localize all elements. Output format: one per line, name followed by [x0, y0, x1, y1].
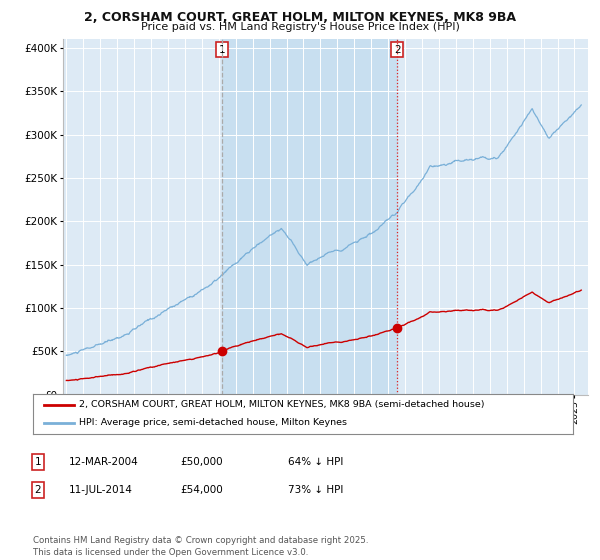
Text: 12-MAR-2004: 12-MAR-2004 — [69, 457, 139, 467]
Text: 2: 2 — [394, 45, 401, 54]
Text: 73% ↓ HPI: 73% ↓ HPI — [288, 485, 343, 495]
Text: Contains HM Land Registry data © Crown copyright and database right 2025.
This d: Contains HM Land Registry data © Crown c… — [33, 536, 368, 557]
Text: 64% ↓ HPI: 64% ↓ HPI — [288, 457, 343, 467]
Text: 2, CORSHAM COURT, GREAT HOLM, MILTON KEYNES, MK8 9BA (semi-detached house): 2, CORSHAM COURT, GREAT HOLM, MILTON KEY… — [79, 400, 484, 409]
Text: 11-JUL-2014: 11-JUL-2014 — [69, 485, 133, 495]
Text: £54,000: £54,000 — [180, 485, 223, 495]
Text: £50,000: £50,000 — [180, 457, 223, 467]
Text: 2, CORSHAM COURT, GREAT HOLM, MILTON KEYNES, MK8 9BA: 2, CORSHAM COURT, GREAT HOLM, MILTON KEY… — [84, 11, 516, 24]
Text: 2: 2 — [34, 485, 41, 495]
Text: HPI: Average price, semi-detached house, Milton Keynes: HPI: Average price, semi-detached house,… — [79, 418, 347, 427]
Text: 1: 1 — [219, 45, 226, 54]
Bar — [222, 39, 397, 395]
Text: Price paid vs. HM Land Registry's House Price Index (HPI): Price paid vs. HM Land Registry's House … — [140, 22, 460, 32]
Text: 1: 1 — [34, 457, 41, 467]
